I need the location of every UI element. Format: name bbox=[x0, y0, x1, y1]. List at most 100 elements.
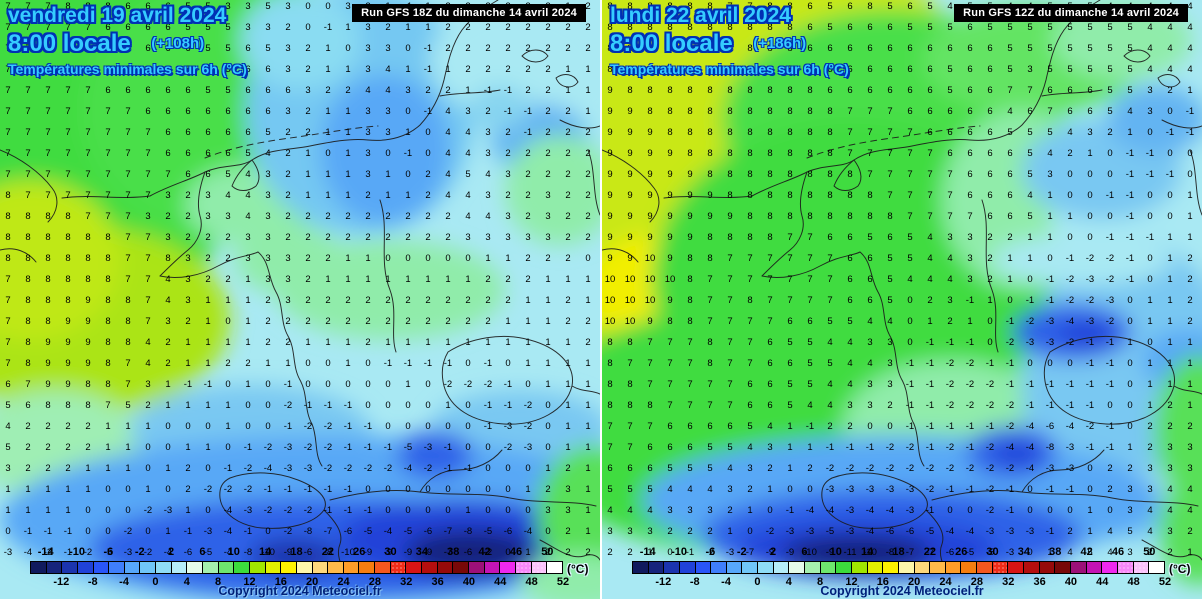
temp-value: 2 bbox=[687, 526, 693, 537]
temp-value: 7 bbox=[827, 274, 833, 285]
temp-value: 2 bbox=[225, 274, 231, 285]
temp-value: 0 bbox=[405, 421, 411, 432]
colorbar-tick: -14 bbox=[639, 546, 656, 558]
temp-value: 4 bbox=[1167, 22, 1173, 33]
temp-value: 3 bbox=[1187, 463, 1193, 474]
temp-value: 8 bbox=[807, 148, 813, 159]
temp-value: 2 bbox=[65, 463, 71, 474]
temp-value: 4 bbox=[225, 190, 231, 201]
temp-value: 3 bbox=[1047, 169, 1053, 180]
temp-value: 2 bbox=[45, 421, 51, 432]
temp-value: 1 bbox=[1047, 190, 1053, 201]
temp-value: -8 bbox=[323, 547, 333, 558]
temp-value: 9 bbox=[607, 211, 613, 222]
temp-value: -4 bbox=[1025, 463, 1035, 474]
colorbar-tick: 14 bbox=[861, 546, 874, 558]
temp-value: 1 bbox=[385, 274, 391, 285]
temp-value: 6 bbox=[285, 85, 291, 96]
temp-value: 4 bbox=[1127, 106, 1133, 117]
temp-value: 6 bbox=[265, 85, 271, 96]
temp-value: 1 bbox=[325, 127, 331, 138]
colorbar-cell bbox=[437, 562, 454, 573]
temp-value: -2 bbox=[423, 463, 433, 474]
temp-value: -1 bbox=[283, 421, 293, 432]
temp-value: -6 bbox=[945, 547, 955, 558]
temp-value: 6 bbox=[867, 43, 873, 54]
temp-value: 7 bbox=[967, 211, 973, 222]
colorbar-cell bbox=[62, 562, 78, 573]
temp-value: -8 bbox=[1045, 442, 1055, 453]
temp-value: 6 bbox=[647, 463, 653, 474]
temp-value: 2 bbox=[525, 148, 531, 159]
temp-value: -2 bbox=[263, 505, 273, 516]
temp-value: 9 bbox=[667, 295, 673, 306]
colorbar-cell bbox=[406, 562, 423, 573]
temp-value: 2 bbox=[305, 253, 311, 264]
temp-value: 0 bbox=[445, 484, 451, 495]
temp-value: 0 bbox=[185, 421, 191, 432]
temp-value: -1 bbox=[243, 442, 253, 453]
temp-value: -7 bbox=[745, 547, 755, 558]
temp-value: 7 bbox=[907, 190, 913, 201]
temp-value: 6 bbox=[887, 232, 893, 243]
temp-value: -1 bbox=[1105, 442, 1115, 453]
temp-value: 1 bbox=[585, 358, 591, 369]
temp-value: 0 bbox=[1087, 484, 1093, 495]
temp-value: 6 bbox=[607, 463, 613, 474]
temp-value: 0 bbox=[105, 526, 111, 537]
temp-value: 7 bbox=[85, 106, 91, 117]
temp-value: 9 bbox=[687, 190, 693, 201]
temp-value: -1 bbox=[965, 421, 975, 432]
temp-value: 4 bbox=[927, 232, 933, 243]
temp-value: 2 bbox=[525, 253, 531, 264]
temp-value: -5 bbox=[403, 442, 413, 453]
temp-value: 1 bbox=[465, 505, 471, 516]
colorbar-cell bbox=[515, 562, 532, 573]
temp-value: 5 bbox=[827, 358, 833, 369]
temp-value: 6 bbox=[987, 64, 993, 75]
temp-value: 2 bbox=[565, 463, 571, 474]
temp-value: 9 bbox=[627, 106, 633, 117]
temp-value: 8 bbox=[687, 274, 693, 285]
temp-value: -8 bbox=[463, 526, 473, 537]
temp-value: 1 bbox=[345, 358, 351, 369]
temp-value: 1 bbox=[1147, 295, 1153, 306]
temp-value: 2 bbox=[1147, 547, 1153, 558]
temp-value: 3 bbox=[465, 106, 471, 117]
temp-value: 4 bbox=[165, 295, 171, 306]
temp-value: 2 bbox=[545, 547, 551, 558]
temp-value: -1 bbox=[343, 505, 353, 516]
temp-value: 6 bbox=[1007, 169, 1013, 180]
temp-value: 8 bbox=[727, 64, 733, 75]
temp-value: 9 bbox=[647, 169, 653, 180]
temp-value: 2 bbox=[505, 274, 511, 285]
forecast-date: lundi 22 avril 2024 bbox=[610, 4, 791, 27]
temp-value: 1 bbox=[545, 379, 551, 390]
temp-value: 1 bbox=[525, 547, 531, 558]
temp-value: 8 bbox=[607, 1, 613, 12]
temp-value: 7 bbox=[145, 253, 151, 264]
temp-value: 7 bbox=[747, 1, 753, 12]
temp-value: 4 bbox=[1167, 505, 1173, 516]
temp-value: 2 bbox=[365, 211, 371, 222]
temp-value: -1 bbox=[685, 547, 695, 558]
temp-value: 2 bbox=[807, 463, 813, 474]
temp-value: 1 bbox=[585, 463, 591, 474]
temp-value: 1 bbox=[1007, 274, 1013, 285]
temp-value: 7 bbox=[125, 274, 131, 285]
temp-value: 4 bbox=[1187, 484, 1193, 495]
temp-value: -1 bbox=[503, 85, 513, 96]
colorbar-tick: 0 bbox=[754, 576, 761, 588]
temp-value: 6 bbox=[245, 43, 251, 54]
temp-value: 5 bbox=[1127, 85, 1133, 96]
temp-value: 6 bbox=[647, 442, 653, 453]
temp-value: -4 bbox=[885, 505, 895, 516]
temp-value: 5 bbox=[1027, 169, 1033, 180]
temp-value: 0 bbox=[1027, 547, 1033, 558]
temp-value: 8 bbox=[767, 232, 773, 243]
temp-value: -2 bbox=[1085, 295, 1095, 306]
temp-value: 10 bbox=[604, 274, 616, 285]
temp-value: 4 bbox=[465, 190, 471, 201]
temp-value: 3 bbox=[1167, 442, 1173, 453]
temp-value: 8 bbox=[827, 211, 833, 222]
